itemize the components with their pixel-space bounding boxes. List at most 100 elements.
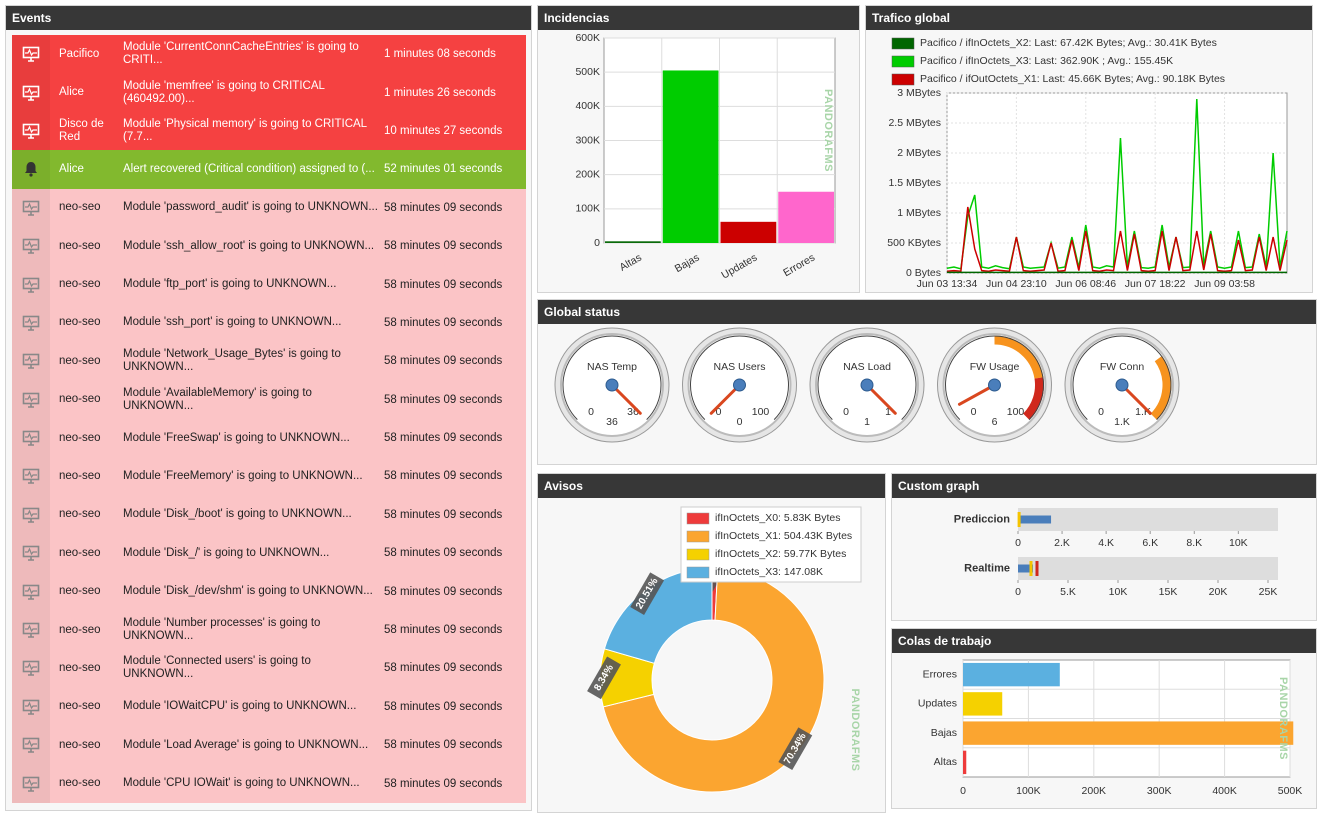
x-tick-label: 15K [1159, 586, 1178, 598]
pulse [25, 586, 37, 594]
bullet-marker [1029, 561, 1033, 576]
bar [662, 70, 719, 243]
event-time: 58 minutes 09 seconds [384, 355, 503, 368]
event-source: neo-seo [59, 239, 101, 252]
event-message: Module 'Load Average' is going to UNKNOW… [123, 738, 369, 751]
gauge-value: 6 [992, 416, 998, 428]
legend-label: ifInOctets_X2: 59.77K Bytes [715, 548, 846, 560]
icon [22, 545, 40, 562]
x-tick-label: 6.K [1142, 537, 1158, 549]
stand [28, 595, 34, 600]
event-message: Module 'AvailableMemory' is going to UNK… [123, 386, 312, 412]
gauge-scale [562, 335, 662, 421]
event-source: neo-seo [59, 738, 101, 751]
stand [28, 326, 34, 331]
event-time: 58 minutes 09 seconds [384, 316, 503, 329]
event-row: neo-seo Module 'AvailableMemory' is going… [12, 380, 526, 419]
gauge-band [1150, 355, 1172, 420]
event-icon [12, 35, 50, 74]
pulse [25, 355, 37, 364]
gauge-needle [709, 383, 741, 415]
event-time: 52 minutes 01 seconds [384, 163, 503, 176]
x-tick-label: 100K [1016, 785, 1041, 797]
y-tick-label: Altas [934, 756, 957, 768]
event-icon [12, 380, 50, 419]
event-icon [12, 226, 50, 266]
panel-title: Custom graph [892, 474, 1316, 498]
gauge-min: 0 [716, 406, 722, 418]
y-tick-label: 200K [575, 168, 600, 180]
y-tick-label: Bajas [931, 727, 957, 739]
bullet-marker [1035, 561, 1039, 576]
event-source: Pacifico [59, 47, 100, 60]
watermark: PANDORAFMS [849, 688, 861, 771]
bullet-marker [1017, 512, 1021, 527]
gauge-hub [733, 378, 746, 392]
event-row: Alice Module 'memfree' is going to CRITIC… [12, 73, 526, 112]
legend-swatch [686, 530, 710, 543]
event-source: Alice [59, 86, 84, 99]
event-source: neo-seo [59, 354, 101, 367]
y-tick-label: 600K [575, 32, 600, 44]
event-source: neo-seo [59, 508, 101, 521]
panel-title: Avisos [538, 474, 885, 498]
icon [22, 430, 40, 446]
pulse [25, 394, 37, 402]
icon [22, 469, 40, 485]
event-source: Alice [59, 162, 84, 175]
event-row: Disco de Red Module 'Physical memory' is … [12, 111, 526, 151]
event-source: Disco de Red [59, 117, 104, 143]
stand [28, 249, 34, 254]
y-tick-label: Updates [918, 698, 957, 710]
event-row: neo-seo Module 'Number processes' is goin… [12, 610, 526, 650]
event-icon [12, 303, 50, 343]
icon [22, 584, 40, 600]
event-row: neo-seo Module 'ssh_allow_root' is going … [12, 226, 526, 266]
gauge-name: NAS Load [843, 361, 891, 373]
gauge-name: FW Usage [970, 361, 1020, 373]
gauge-max: 1 [885, 406, 891, 418]
stand [28, 556, 34, 562]
panel-title: Events [6, 6, 531, 30]
pulse [25, 778, 37, 786]
y-tick-label: 1 MBytes [897, 207, 941, 219]
event-source: neo-seo [59, 777, 101, 790]
stand [28, 288, 34, 293]
icon [22, 277, 40, 293]
event-time: 58 minutes 09 seconds [384, 777, 503, 790]
x-tick-label: Jun 07 18:22 [1125, 278, 1186, 290]
pulse [25, 547, 37, 556]
stand [28, 441, 34, 446]
bullet-bar [1018, 564, 1033, 573]
y-tick-label: 0 [594, 237, 600, 249]
stand [28, 211, 34, 216]
x-tick-label: Bajas [673, 252, 702, 276]
gauge-scale [945, 335, 1044, 421]
event-icon [12, 418, 50, 458]
y-tick-label: 3 MBytes [897, 87, 941, 99]
stand [28, 479, 34, 485]
bullet-bar [1018, 515, 1052, 524]
x-tick-label: Updates [719, 252, 759, 282]
x-tick-label: 400K [1212, 785, 1237, 797]
event-message: Module 'ftp_port' is going to UNKNOWN... [123, 278, 337, 291]
bell [25, 162, 37, 174]
gauge-min: 0 [588, 406, 594, 418]
legend-swatch [891, 73, 915, 86]
gauge-scale [1072, 335, 1172, 421]
legend-swatch [891, 55, 915, 68]
gauge-hub [1115, 378, 1129, 392]
stand [28, 518, 34, 523]
icon [22, 622, 40, 638]
bullet-track [1018, 508, 1278, 531]
event-message: Module 'Network_Usage_Bytes' is going to… [123, 348, 341, 374]
event-source: neo-seo [59, 431, 101, 444]
stand [28, 787, 34, 792]
icon [22, 46, 40, 62]
event-icon [12, 457, 50, 496]
gauge-band [1022, 377, 1044, 421]
y-tick-label: 500K [575, 66, 600, 78]
event-icon [12, 150, 50, 189]
event-icon [12, 495, 50, 535]
